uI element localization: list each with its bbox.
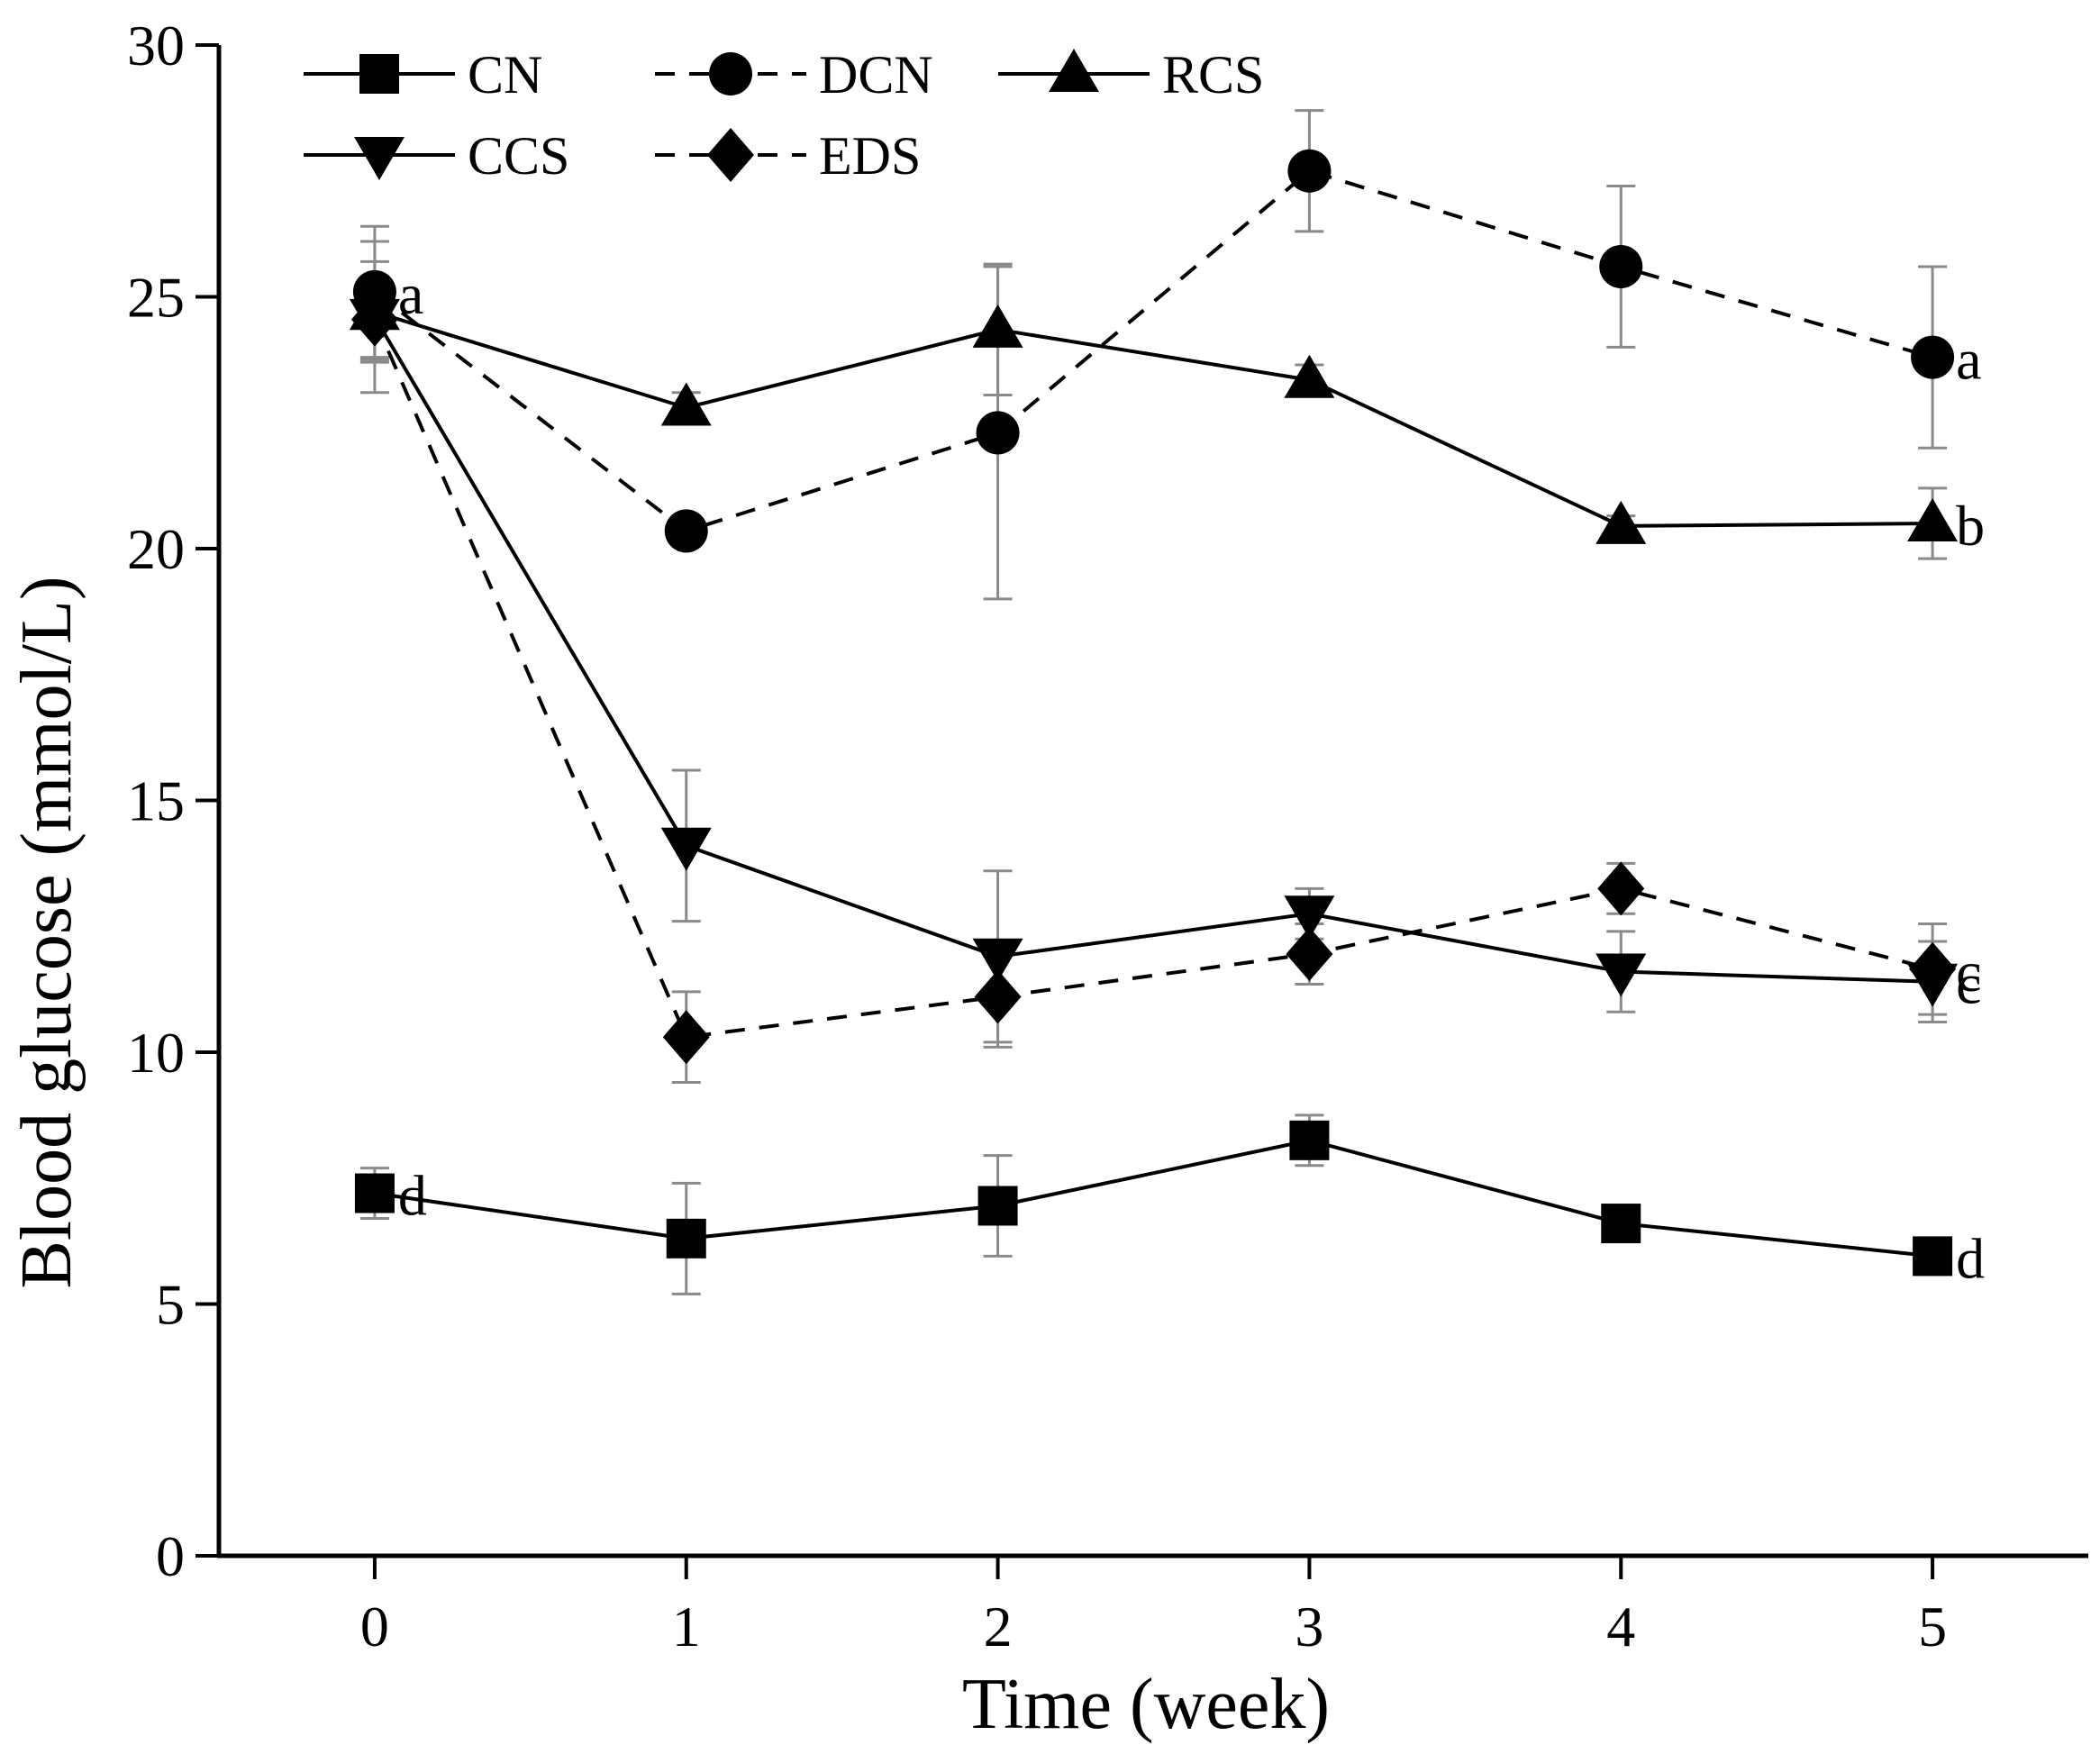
x-tick-label: 5 [1918, 1595, 1947, 1659]
legend-rcs-marker [1049, 49, 1099, 92]
rcs-point [660, 382, 712, 426]
eds-point [350, 292, 398, 347]
rcs-point [1595, 500, 1647, 544]
legend-ccs-marker [354, 137, 405, 180]
ccs-line [373, 315, 1933, 984]
error-bars [359, 109, 1948, 1295]
legend-rcs-label: RCS [1162, 45, 1264, 105]
legend-ccs-label: CCS [468, 126, 569, 186]
ccs-point [1284, 895, 1335, 940]
cn-line [374, 1138, 1933, 1259]
eds-final-significance-label: c [1956, 940, 1981, 1004]
y-tick-label: 25 [127, 266, 185, 330]
legend-cn-marker [359, 54, 399, 94]
ccs-point [972, 938, 1023, 982]
ccs-final-significance-label: c [1956, 952, 1981, 1016]
eds-point [974, 969, 1022, 1024]
y-tick-label: 10 [127, 1021, 185, 1085]
legend: CN DCN RCS CCS EDS [304, 45, 1264, 186]
dcn-line [373, 168, 1933, 533]
y-tick-label: 20 [127, 517, 185, 581]
ccs-point [1595, 953, 1647, 997]
legend-dcn-label: DCN [819, 45, 933, 105]
legend-eds-marker [707, 128, 754, 182]
legend-cn-label: CN [468, 45, 542, 105]
x-tick-label: 3 [1295, 1595, 1323, 1659]
x-tick-label: 0 [360, 1595, 389, 1659]
y-tick-label: 15 [127, 769, 185, 833]
x-axis-title: Time (week) [962, 1665, 1330, 1744]
axes: 0 5 10 15 20 25 30 0 1 2 3 4 5 [127, 14, 2088, 1659]
cn-point [666, 1218, 706, 1259]
dcn-final-significance-label: a [1956, 328, 1981, 392]
dcn-point [976, 411, 1020, 455]
series-lines [373, 168, 1933, 1259]
x-tick-label: 1 [672, 1595, 701, 1659]
x-tick-label: 4 [1606, 1595, 1635, 1659]
rcs-point [1284, 354, 1335, 398]
eds-point [662, 1010, 710, 1065]
y-tick-label: 0 [156, 1524, 185, 1588]
rcs-point [972, 304, 1023, 348]
eds-point [1597, 861, 1645, 916]
dcn-point [1911, 335, 1955, 379]
dcn-point [664, 509, 708, 553]
dcn-start-significance-label: a [398, 262, 423, 326]
rcs-point [1907, 498, 1959, 542]
eds-point [1286, 926, 1333, 981]
x-tick-label: 2 [984, 1595, 1013, 1659]
cn-point [354, 1173, 395, 1213]
y-tick-label: 30 [127, 14, 185, 77]
cn-start-significance-label: d [398, 1164, 427, 1228]
cn-point [1601, 1204, 1641, 1244]
y-axis-title: Blood glucose (mmol/L) [7, 576, 86, 1288]
cn-point [977, 1186, 1018, 1226]
cn-final-significance-label: d [1956, 1226, 1985, 1290]
legend-dcn-marker [709, 52, 752, 95]
ccs-point [660, 827, 712, 871]
cn-point [1913, 1236, 1953, 1277]
cn-point [1289, 1120, 1330, 1160]
significance-labels: d d a a b cc [398, 262, 1985, 1290]
legend-eds-label: EDS [819, 126, 921, 186]
dcn-point [1599, 244, 1643, 288]
rcs-line [374, 310, 1933, 528]
series-markers [349, 149, 1959, 1277]
eds-line [373, 318, 1933, 1040]
rcs-final-significance-label: b [1956, 494, 1985, 558]
y-tick-label: 5 [156, 1273, 185, 1337]
dcn-point [1287, 149, 1332, 193]
eds-point [1909, 941, 1957, 996]
